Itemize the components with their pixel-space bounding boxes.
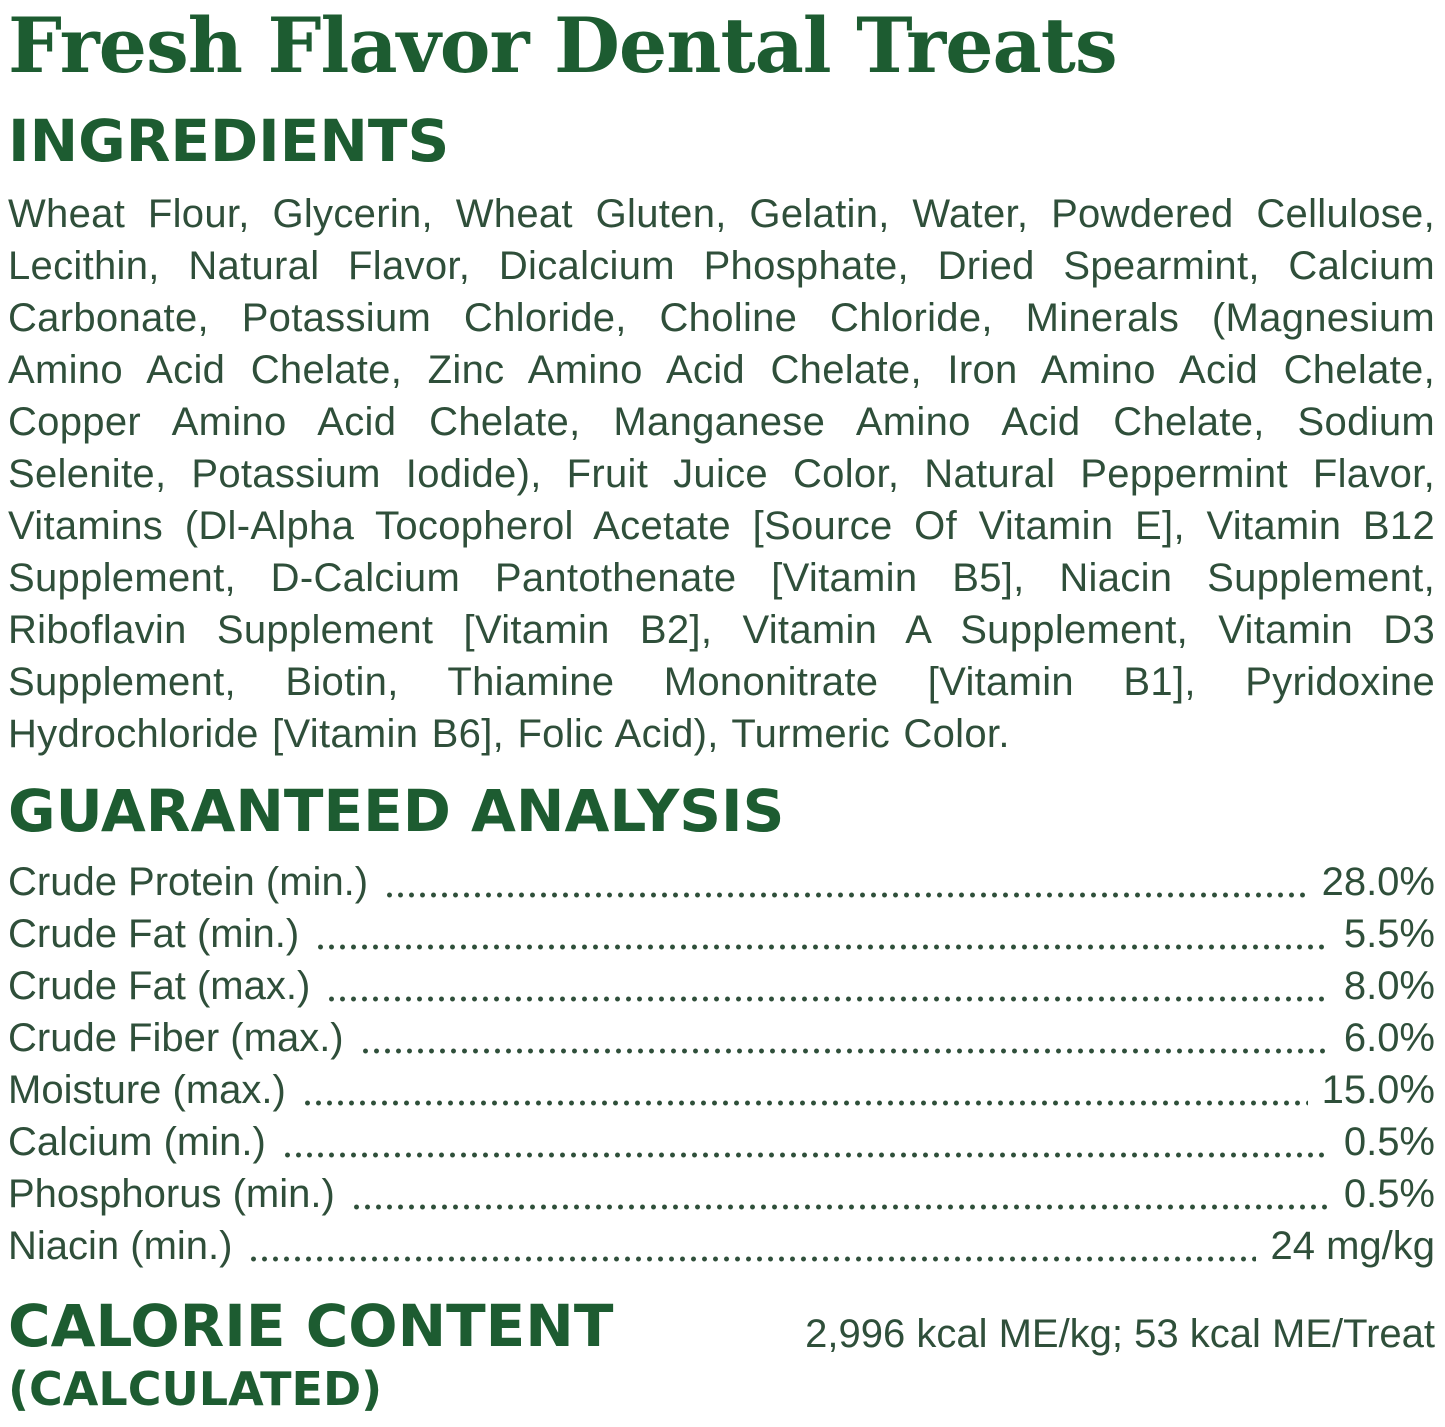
analysis-value: 0.5% [1343, 1172, 1435, 1217]
analysis-value: 24 mg/kg [1270, 1224, 1435, 1269]
dot-leader [301, 1100, 1308, 1107]
ingredients-heading: INGREDIENTS [8, 107, 450, 176]
analysis-row-niacin-min: Niacin (min.) 24 mg/kg [8, 1220, 1435, 1272]
analysis-row-crude-fiber-max: Crude Fiber (max.) 6.0% [8, 1012, 1435, 1064]
analysis-row-crude-protein-min: Crude Protein (min.) 28.0% [8, 856, 1435, 908]
analysis-value: 0.5% [1343, 1120, 1435, 1165]
analysis-rows: Crude Protein (min.) 28.0% Crude Fat (mi… [8, 856, 1435, 1272]
guaranteed-analysis-heading: GUARANTEED ANALYSIS [8, 777, 785, 846]
analysis-row-calcium-min: Calcium (min.) 0.5% [8, 1116, 1435, 1168]
analysis-row-moisture-max: Moisture (max.) 15.0% [8, 1064, 1435, 1116]
analysis-row-phosphorus-min: Phosphorus (min.) 0.5% [8, 1168, 1435, 1220]
analysis-label: Crude Protein (min.) [8, 860, 369, 905]
analysis-label: Crude Fiber (max.) [8, 1016, 344, 1061]
dot-leader [384, 892, 1308, 899]
calorie-heading: CALORIE CONTENT (CALCULATED) [8, 1292, 614, 1417]
calorie-value: 2,996 kcal ME/kg; 53 kcal ME/Treat [805, 1312, 1435, 1357]
ingredients-text: Wheat Flour, Glycerin, Wheat Gluten, Gel… [8, 192, 1435, 757]
analysis-value: 8.0% [1343, 964, 1435, 1009]
analysis-row-crude-fat-min: Crude Fat (min.) 5.5% [8, 908, 1435, 960]
dot-leader [350, 1204, 1330, 1211]
analysis-value: 28.0% [1321, 860, 1435, 905]
product-title: Fresh Flavor Dental Treats [8, 1, 1118, 90]
guaranteed-analysis-section: GUARANTEED ANALYSIS Crude Protein (min.)… [8, 782, 1435, 1272]
dot-leader [359, 1048, 1330, 1055]
analysis-label: Phosphorus (min.) [8, 1172, 335, 1217]
dot-leader [281, 1152, 1330, 1159]
calorie-heading-line2: (CALCULATED) [8, 1362, 383, 1417]
dot-leader [315, 944, 1330, 951]
analysis-label: Crude Fat (min.) [8, 912, 300, 957]
analysis-value: 5.5% [1343, 912, 1435, 957]
analysis-value: 6.0% [1343, 1016, 1435, 1061]
analysis-label: Crude Fat (max.) [8, 964, 311, 1009]
calorie-content-section: CALORIE CONTENT (CALCULATED) 2,996 kcal … [8, 1292, 1435, 1417]
ingredients-section: INGREDIENTS Wheat Flour, Glycerin, Wheat… [8, 112, 1435, 760]
analysis-value: 15.0% [1321, 1068, 1435, 1113]
analysis-row-crude-fat-max: Crude Fat (max.) 8.0% [8, 960, 1435, 1012]
dot-leader [326, 996, 1330, 1003]
analysis-label: Moisture (max.) [8, 1068, 286, 1113]
analysis-label: Calcium (min.) [8, 1120, 266, 1165]
analysis-label: Niacin (min.) [8, 1224, 233, 1269]
dot-leader [248, 1256, 1257, 1263]
calorie-heading-line1: CALORIE CONTENT [8, 1292, 614, 1361]
